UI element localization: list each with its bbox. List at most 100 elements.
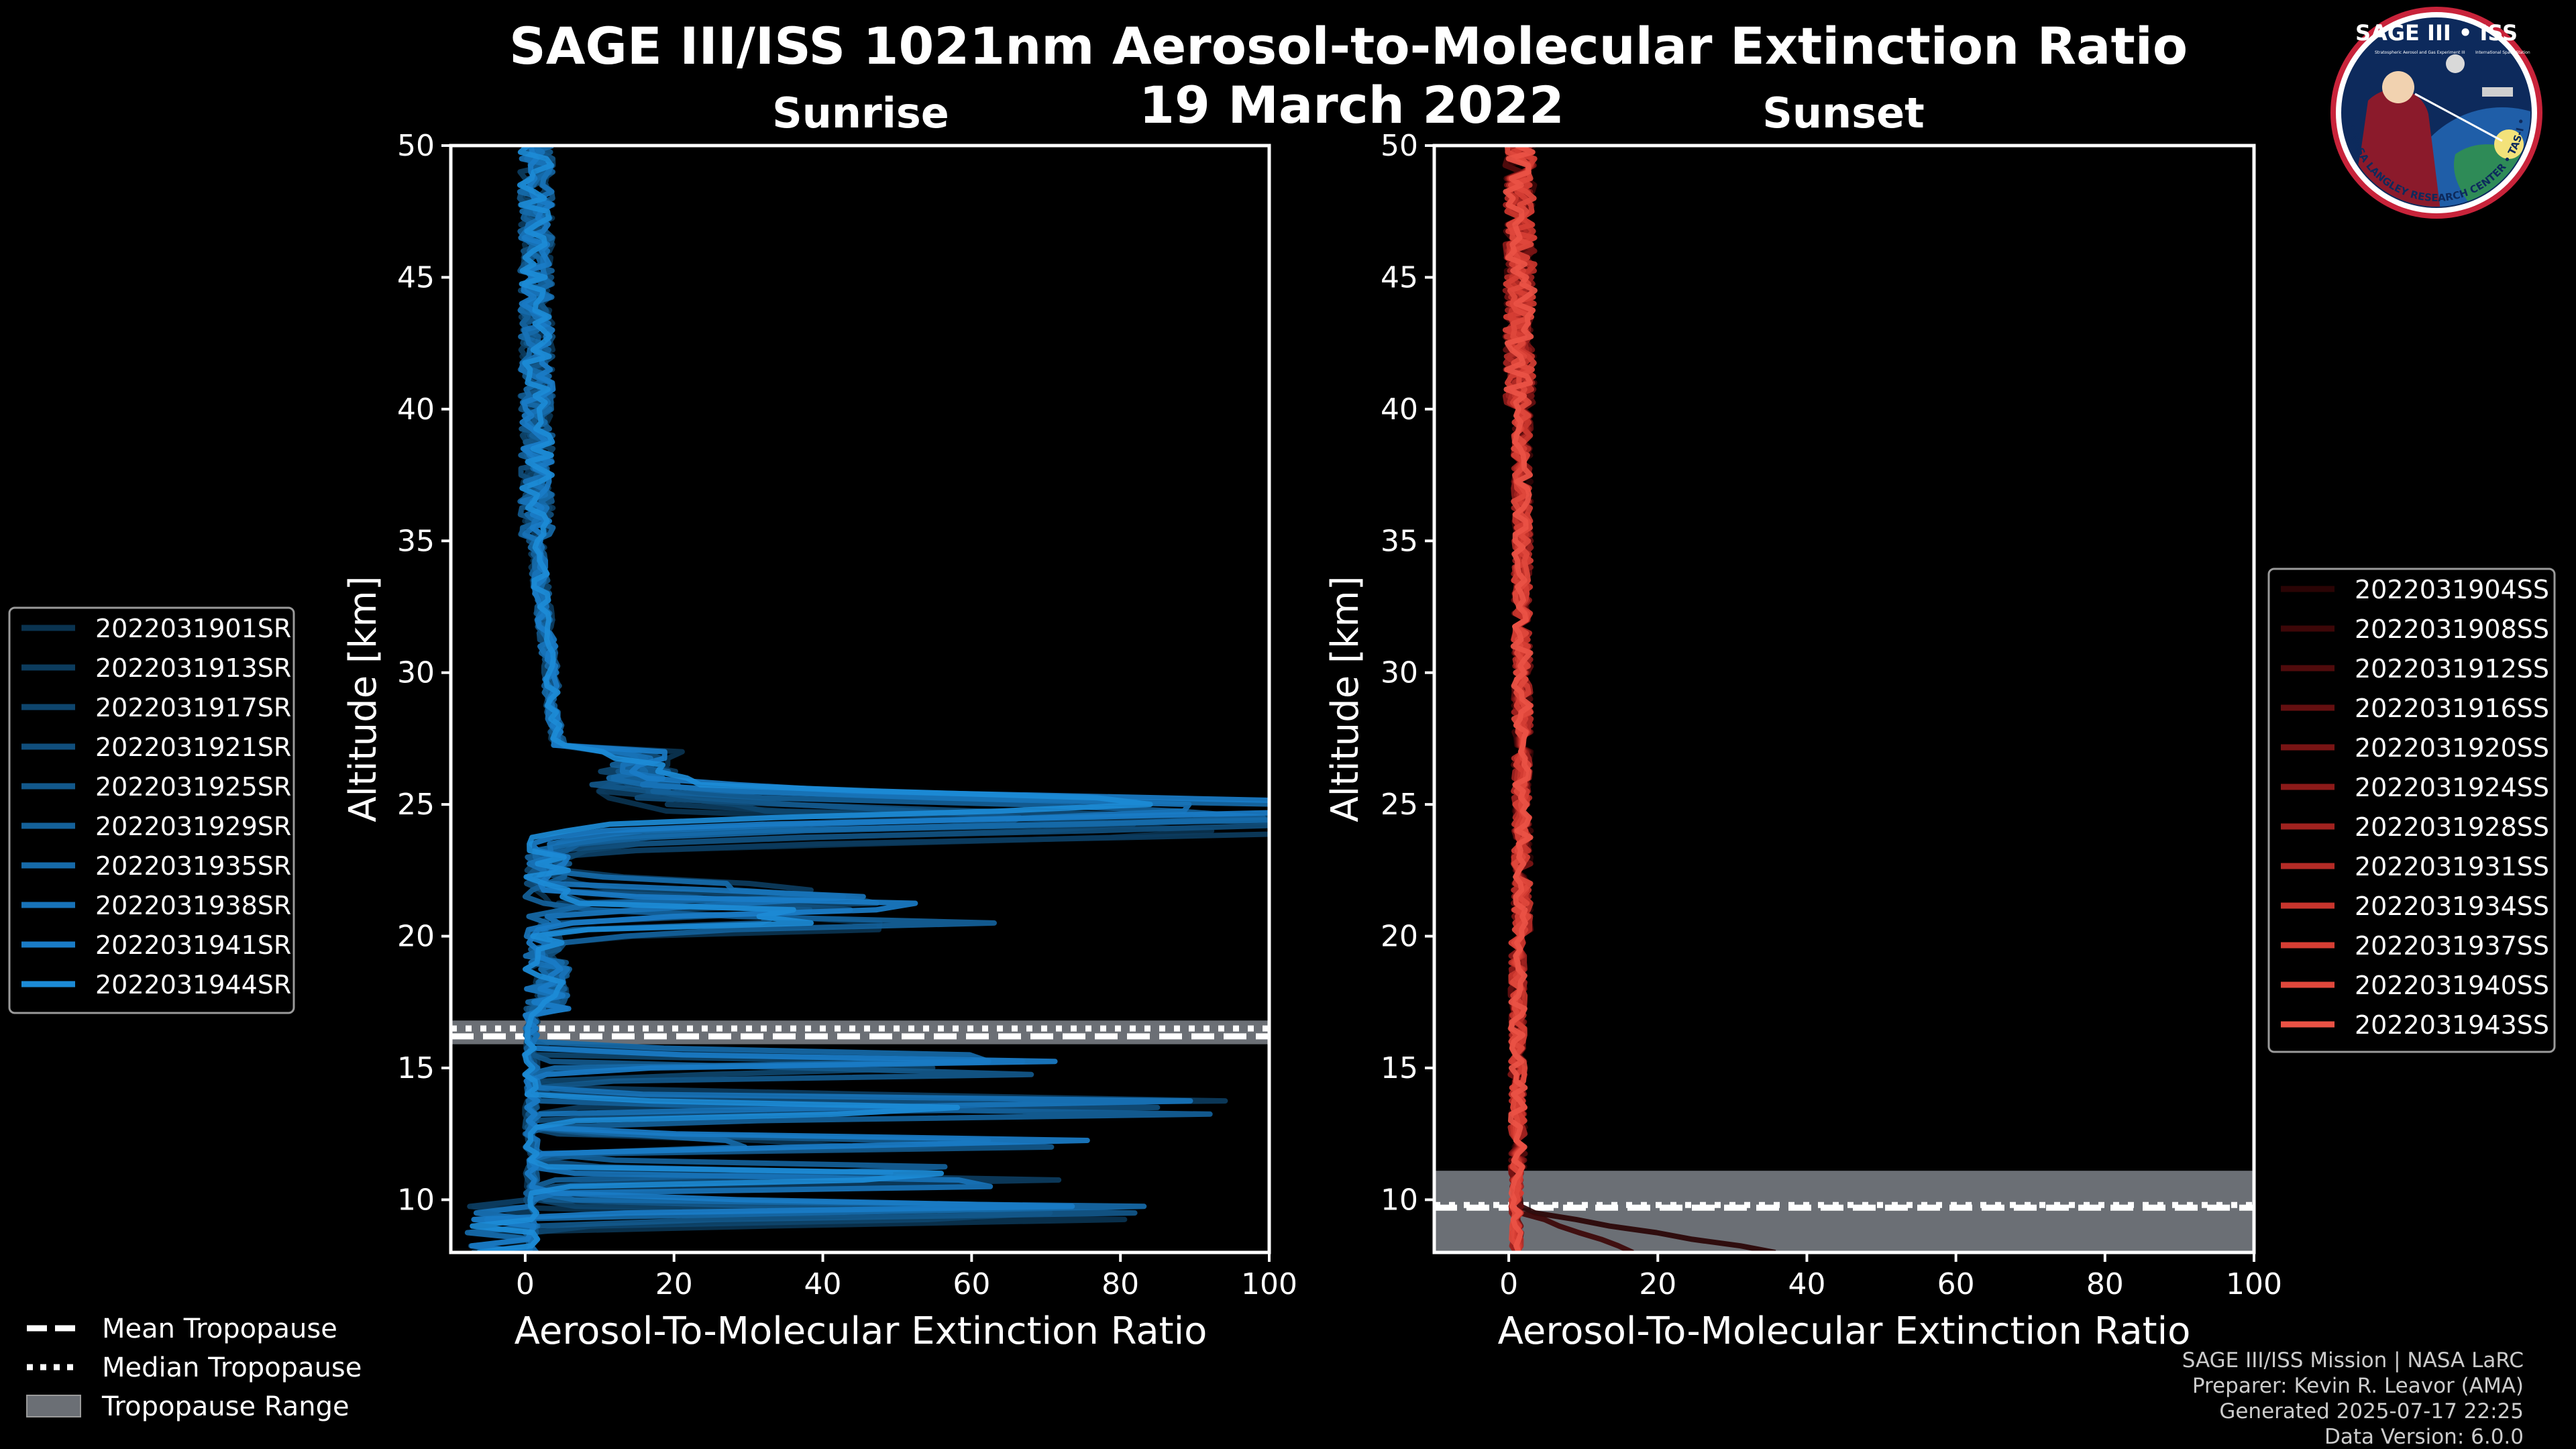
logo-experiment-caption: Stratospheric Aerosol and Gas Experiment… — [2375, 50, 2465, 55]
sunrise-legend-label-2022031901SR: 2022031901SR — [95, 614, 291, 643]
sunset-legend-label-2022031931SS: 2022031931SS — [2355, 852, 2549, 881]
sunrise-x-axis-label: Aerosol-To-Molecular Extinction Ratio — [515, 1309, 1208, 1353]
sunrise-x-ticks: 0 20 40 60 80 100 — [516, 1252, 1297, 1301]
sunset-series-line-2022031943SS — [1503, 146, 1538, 1252]
sunset-panel-title: Sunset — [1762, 89, 1925, 138]
sunset-x-tick-label: 20 — [1639, 1267, 1676, 1301]
sunset-panel: 0 20 40 60 80 100 10 15 20 25 30 35 40 45 50 Aerosol-… — [1324, 129, 2282, 1353]
sunset-legend-label-2022031924SS: 2022031924SS — [2355, 773, 2549, 802]
sunrise-legend-label-2022031913SR: 2022031913SR — [95, 653, 291, 683]
sunrise-x-tick-label: 60 — [953, 1267, 990, 1301]
sunset-legend-box — [2267, 568, 2556, 1053]
sunrise-y-tick-label: 15 — [397, 1051, 435, 1085]
footer-mission: SAGE III/ISS Mission | NASA LaRC — [2182, 1348, 2524, 1373]
sunset-legend-label-2022031904SS: 2022031904SS — [2355, 575, 2549, 604]
sunset-legend-label-2022031928SS: 2022031928SS — [2355, 812, 2549, 842]
sunrise-y-tick-label: 30 — [397, 656, 435, 690]
sunset-legend-label-2022031937SS: 2022031937SS — [2355, 931, 2549, 961]
sunset-legend-label-2022031943SS: 2022031943SS — [2355, 1010, 2549, 1040]
sunrise-y-tick-label: 40 — [397, 392, 435, 427]
sunset-x-tick-label: 40 — [1788, 1267, 1825, 1301]
logo-sight-line — [2414, 93, 2503, 142]
sunset-legend: 2022031904SS 2022031908SS 2022031912SS 2022… — [2267, 568, 2556, 1053]
sunrise-y-ticks: 10 15 20 25 30 35 40 45 50 — [397, 129, 451, 1217]
sunrise-series-line-2022031929SR — [517, 146, 1266, 1252]
sunset-series-line-2022031904SS — [1503, 146, 1776, 1252]
sunset-axes-frame — [1432, 144, 2256, 1254]
logo-station-caption: International Space Station — [2475, 50, 2530, 55]
footer-generated: Generated 2025-07-17 22:25 — [2219, 1399, 2524, 1424]
sunrise-plot-area — [451, 146, 1269, 1252]
logo-moon — [2446, 54, 2465, 73]
sunrise-legend-label-2022031925SR: 2022031925SR — [95, 772, 291, 802]
sunrise-x-tick-label: 80 — [1102, 1267, 1139, 1301]
mean-tropopause-legend-label: Mean Tropopause — [102, 1313, 337, 1344]
sunset-x-tick-label: 80 — [2086, 1267, 2124, 1301]
logo-earth — [2402, 107, 2530, 207]
sunrise-y-tick-label: 25 — [397, 788, 435, 822]
median-tropopause-legend-label: Median Tropopause — [102, 1352, 362, 1383]
sunrise-x-tick-label: 40 — [804, 1267, 842, 1301]
tropopause-legend: Mean Tropopause Median Tropopause Tropop… — [26, 1313, 362, 1422]
sunrise-axes-frame — [449, 144, 1271, 1254]
sunrise-legend-label-2022031941SR: 2022031941SR — [95, 930, 291, 960]
sunset-legend-label-2022031934SS: 2022031934SS — [2355, 892, 2549, 921]
sunset-y-tick-label: 20 — [1381, 920, 1418, 954]
sunrise-y-tick-label: 20 — [397, 920, 435, 954]
sunset-legend-label-2022031920SS: 2022031920SS — [2355, 733, 2549, 763]
sunset-plot-area — [1434, 146, 2254, 1252]
sunset-y-tick-label: 50 — [1381, 129, 1418, 163]
sunset-y-axis-label: Altitude [km] — [1324, 576, 1367, 822]
sunset-y-tick-label: 10 — [1381, 1183, 1418, 1217]
sunset-legend-label-2022031940SS: 2022031940SS — [2355, 971, 2549, 1000]
sunrise-legend-label-2022031938SR: 2022031938SR — [95, 891, 291, 920]
sunset-x-ticks: 0 20 40 60 80 100 — [1499, 1252, 2282, 1301]
sunrise-series-lines — [464, 146, 1269, 1252]
logo-iss-station — [2482, 87, 2513, 97]
sunrise-y-tick-label: 10 — [397, 1183, 435, 1217]
sunset-y-tick-label: 45 — [1381, 260, 1418, 294]
sunrise-y-tick-label: 45 — [397, 260, 435, 294]
sunrise-legend-label-2022031935SR: 2022031935SR — [95, 851, 291, 881]
sunset-y-tick-label: 15 — [1381, 1051, 1418, 1085]
sunset-tropopause — [1434, 1171, 2254, 1252]
sunrise-panel: 0 20 40 60 80 100 10 15 20 25 30 35 40 45 50 Aerosol-… — [341, 129, 1297, 1353]
sunrise-tropopause-range — [451, 1020, 1269, 1044]
logo-sun — [2494, 129, 2524, 159]
sunset-x-tick-label: 100 — [2226, 1267, 2282, 1301]
sunrise-legend-label-2022031921SR: 2022031921SR — [95, 733, 291, 762]
sunset-y-ticks: 10 15 20 25 30 35 40 45 50 — [1381, 129, 1434, 1217]
sunrise-series-line-2022031913SR — [467, 146, 1269, 1252]
sunset-y-tick-label: 35 — [1381, 524, 1418, 558]
sunrise-y-tick-label: 50 — [397, 129, 435, 163]
sunrise-x-tick-label: 100 — [1241, 1267, 1297, 1301]
sunset-legend-label-2022031908SS: 2022031908SS — [2355, 614, 2549, 644]
sunrise-x-tick-label: 0 — [516, 1267, 535, 1301]
footer-preparer: Preparer: Kevin R. Leavor (AMA) — [2192, 1374, 2524, 1398]
sunset-x-tick-label: 60 — [1937, 1267, 1975, 1301]
sunset-legend-items: 2022031904SS 2022031908SS 2022031912SS 2022… — [2281, 575, 2549, 1040]
sunset-y-tick-label: 25 — [1381, 788, 1418, 822]
chart-subtitle: 19 March 2022 — [1139, 75, 1564, 135]
sunrise-legend-label-2022031929SR: 2022031929SR — [95, 812, 291, 841]
sunset-x-axis-label: Aerosol-To-Molecular Extinction Ratio — [1498, 1309, 2191, 1353]
logo-astronomer-head — [2382, 71, 2414, 103]
sunrise-y-axis-label: Altitude [km] — [341, 576, 385, 822]
chart-title: SAGE III/ISS 1021nm Aerosol-to-Molecular… — [509, 16, 2188, 76]
tropopause-range-legend-swatch — [26, 1395, 81, 1417]
sunrise-panel-title: Sunrise — [772, 89, 949, 138]
sunrise-legend-items: 2022031901SR 2022031913SR 2022031917SR 2022… — [21, 614, 291, 1000]
sunset-legend-label-2022031916SS: 2022031916SS — [2355, 694, 2549, 723]
footer: SAGE III/ISS Mission | NASA LaRC Prepare… — [2182, 1348, 2524, 1449]
sunset-y-tick-label: 30 — [1381, 656, 1418, 690]
sunset-y-tick-label: 40 — [1381, 392, 1418, 427]
sunrise-legend-label-2022031917SR: 2022031917SR — [95, 693, 291, 722]
sunrise-y-tick-label: 35 — [397, 524, 435, 558]
sunrise-tropopause — [451, 1020, 1269, 1044]
tropopause-range-legend-label: Tropopause Range — [101, 1391, 350, 1422]
sunset-x-tick-label: 0 — [1499, 1267, 1518, 1301]
sunrise-x-tick-label: 20 — [655, 1267, 693, 1301]
footer-data-version: Data Version: 6.0.0 — [2324, 1425, 2524, 1449]
sunset-tropopause-range — [1434, 1171, 2254, 1252]
